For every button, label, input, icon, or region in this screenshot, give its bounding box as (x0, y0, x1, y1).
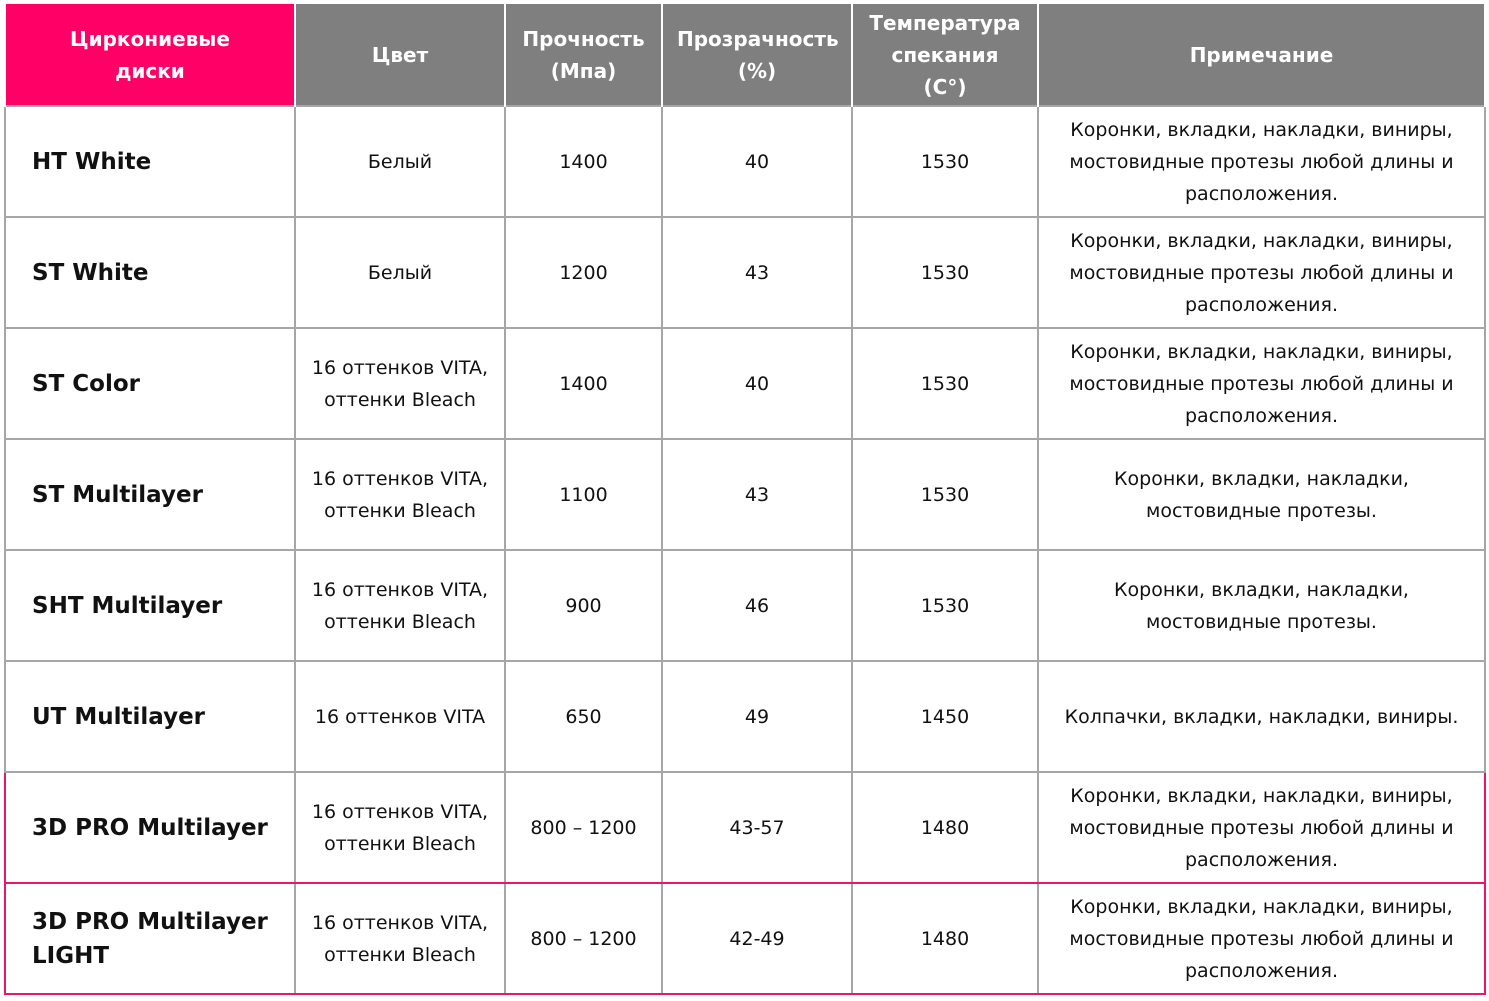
table-cell: 1450 (851, 660, 1039, 773)
column-header: Прочность (Мпа) (504, 4, 663, 106)
table-cell: 800 – 1200 (504, 882, 663, 995)
table-cell: 900 (504, 549, 663, 662)
zirconia-table: Циркониевые диски Цвет Прочность (Мпа) Проз… (4, 4, 1486, 995)
table-cell: 40 (661, 327, 853, 440)
table-cell: 16 оттенков VITA (294, 660, 506, 773)
table-cell: Колпачки, вкладки, накладки, виниры. (1037, 660, 1486, 773)
product-name: HT White (4, 105, 296, 218)
table-cell: 1530 (851, 327, 1039, 440)
table-cell: Коронки, вкладки, накладки, виниры, мост… (1037, 327, 1486, 440)
table-row: UT Multilayer 16 оттенков VITA 650 49 1450 Ко… (4, 660, 1486, 773)
table-cell: 1480 (851, 882, 1039, 995)
product-name: SHT Multilayer (4, 549, 296, 662)
table-cell: Белый (294, 105, 506, 218)
table-row: 3D PRO Multilayer LIGHT 16 оттенков VITA,… (4, 882, 1486, 995)
product-name: 3D PRO Multilayer (4, 771, 296, 884)
product-name: ST White (4, 216, 296, 329)
table-cell: 1530 (851, 438, 1039, 551)
table-cell: 1400 (504, 327, 663, 440)
table-row: HT White Белый 1400 40 1530 Коронки, вкладки,… (4, 105, 1486, 218)
table-cell: 42-49 (661, 882, 853, 995)
table-cell: 16 оттенков VITA, оттенки Bleach (294, 771, 506, 884)
table-cell: 16 оттенков VITA, оттенки Bleach (294, 327, 506, 440)
column-header: Примечание (1037, 4, 1486, 106)
product-name: ST Multilayer (4, 438, 296, 551)
table-row: ST White Белый 1200 43 1530 Коронки, вкладки,… (4, 216, 1486, 329)
table-cell: 1530 (851, 105, 1039, 218)
table-cell: Коронки, вкладки, накладки, мостовидные … (1037, 438, 1486, 551)
table-cell: Белый (294, 216, 506, 329)
table-cell: 46 (661, 549, 853, 662)
table-row: SHT Multilayer 16 оттенков VITA, оттенки … (4, 549, 1486, 662)
product-name: UT Multilayer (4, 660, 296, 773)
table-cell: Коронки, вкладки, накладки, виниры, мост… (1037, 882, 1486, 995)
table-cell: 16 оттенков VITA, оттенки Bleach (294, 549, 506, 662)
column-header: Температура спекания (C°) (851, 4, 1039, 106)
table-cell: 1100 (504, 438, 663, 551)
table-body: HT White Белый 1400 40 1530 Коронки, вкладки,… (4, 105, 1486, 995)
table-header: Циркониевые диски Цвет Прочность (Мпа) Проз… (4, 4, 1486, 106)
table-cell: Коронки, вкладки, накладки, мостовидные … (1037, 549, 1486, 662)
table-cell: 650 (504, 660, 663, 773)
table-row: 3D PRO Multilayer 16 оттенков VITA, оттен… (4, 771, 1486, 884)
table-cell: 43 (661, 216, 853, 329)
table-cell: 800 – 1200 (504, 771, 663, 884)
column-header: Циркониевые диски (4, 4, 296, 106)
table-cell: 1200 (504, 216, 663, 329)
column-header: Цвет (294, 4, 506, 106)
table-cell: Коронки, вкладки, накладки, виниры, мост… (1037, 216, 1486, 329)
table-cell: 1480 (851, 771, 1039, 884)
table-cell: 16 оттенков VITA, оттенки Bleach (294, 438, 506, 551)
table-row: ST Multilayer 16 оттенков VITA, оттенки B… (4, 438, 1486, 551)
table-cell: 43-57 (661, 771, 853, 884)
product-name: ST Color (4, 327, 296, 440)
table-cell: Коронки, вкладки, накладки, виниры, мост… (1037, 105, 1486, 218)
column-header: Прозрачность (%) (661, 4, 853, 106)
table-cell: 1400 (504, 105, 663, 218)
table-cell: 43 (661, 438, 853, 551)
table-cell: 1530 (851, 216, 1039, 329)
header-row: Циркониевые диски Цвет Прочность (Мпа) Проз… (4, 4, 1486, 106)
table-cell: 1530 (851, 549, 1039, 662)
table-cell: 40 (661, 105, 853, 218)
product-name: 3D PRO Multilayer LIGHT (4, 882, 296, 995)
table-row: ST Color 16 оттенков VITA, оттенки Bleach… (4, 327, 1486, 440)
table-cell: Коронки, вкладки, накладки, виниры, мост… (1037, 771, 1486, 884)
table-cell: 49 (661, 660, 853, 773)
table-cell: 16 оттенков VITA, оттенки Bleach (294, 882, 506, 995)
